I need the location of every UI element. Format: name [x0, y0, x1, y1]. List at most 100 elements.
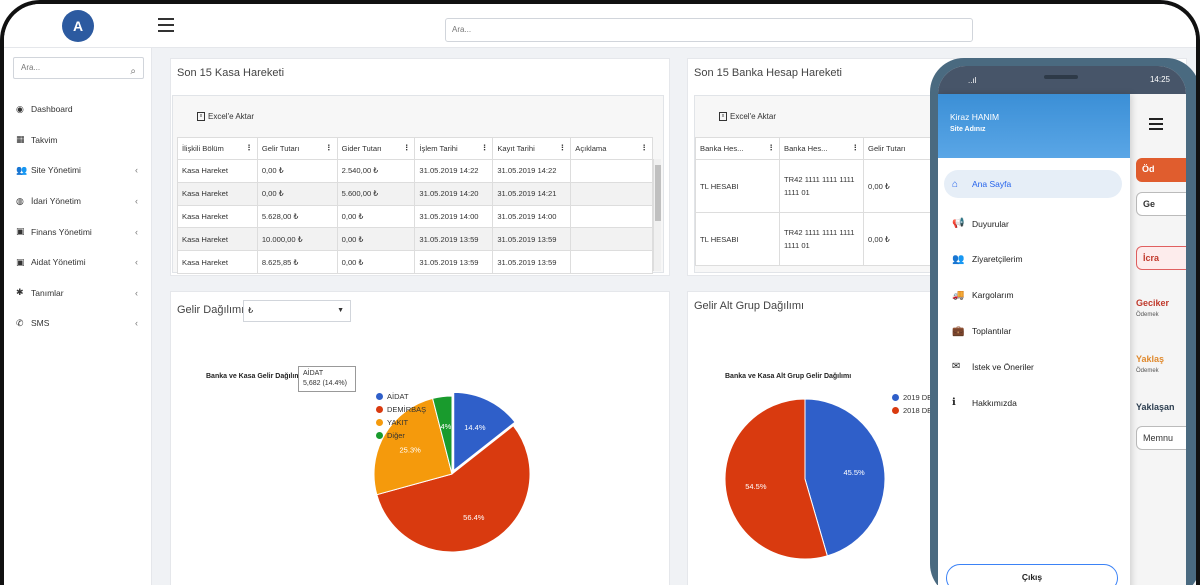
phone-icra-label: İcra: [1143, 253, 1160, 263]
excel-icon: x: [197, 112, 205, 121]
sidebar-item-6[interactable]: ✱ Tanımlar ‹: [16, 278, 144, 309]
currency-select[interactable]: ₺ ▼: [243, 300, 351, 322]
drawer-item-6[interactable]: ℹ Hakkımızda: [944, 385, 1122, 421]
sidebar-item-5[interactable]: ▣ Aidat Yönetimi ‹: [16, 247, 144, 278]
pie-slice-demi-rbaş[interactable]: [376, 425, 531, 553]
calendar-icon: ▦: [16, 134, 25, 145]
column-header[interactable]: Gelir Tutarı⋮: [863, 137, 946, 160]
table-row[interactable]: Kasa Hareket 0,00 ₺ 5.600,00 ₺ 31.05.2019 1…: [177, 181, 653, 206]
pie-slice-ai-dat[interactable]: [453, 391, 516, 472]
column-menu-icon[interactable]: ⋮: [851, 143, 860, 152]
phone-hamburger-icon[interactable]: [1149, 118, 1163, 133]
column-menu-icon[interactable]: ⋮: [640, 143, 648, 152]
phone-gecikme-text: Geciker: [1136, 298, 1170, 308]
kasa-excel-button[interactable]: x Excel'e Aktar: [197, 112, 254, 121]
legend-item[interactable]: AİDAT: [376, 390, 426, 403]
legend-item[interactable]: 2019 DE: [892, 391, 963, 404]
column-header[interactable]: Gelir Tutarı ⋮: [256, 137, 338, 160]
column-menu-icon[interactable]: ⋮: [558, 143, 567, 152]
kasa-scroll-thumb[interactable]: [655, 165, 661, 221]
column-header-label: İşlem Tarihi: [419, 144, 458, 153]
sidebar-search-input[interactable]: Ara... ⌕: [13, 57, 144, 79]
drawer-item-2[interactable]: 👥 Ziyaretçilerim: [944, 242, 1122, 278]
table-cell: 31.05.2019 14:21: [492, 181, 572, 206]
table-cell: 0,00 ₺: [336, 250, 416, 274]
drawer-item-label: Kargolarım: [972, 290, 1014, 301]
drawer-item-0[interactable]: ⌂ Ana Sayfa: [944, 170, 1122, 198]
column-header[interactable]: Gider Tutarı ⋮: [336, 137, 416, 160]
search-icon[interactable]: ⌕: [130, 66, 136, 77]
table-row[interactable]: Kasa Hareket 10.000,00 ₺ 0,00 ₺ 31.05.2019 …: [177, 227, 653, 252]
legend-swatch: [376, 406, 383, 413]
column-header[interactable]: Banka Hes... ⋮: [694, 137, 781, 160]
sidebar-item-0[interactable]: ◉ Dashboard: [16, 94, 144, 125]
table-cell: 5.600,00 ₺: [336, 181, 416, 206]
column-header[interactable]: Banka Hes... ⋮: [779, 137, 865, 160]
table-cell: [570, 227, 653, 252]
column-header[interactable]: Açıklama ⋮: [570, 137, 653, 160]
phone-background-content: Öd Ge İcra Geciker Ödemek Yaklaş Ödemek …: [1130, 94, 1186, 585]
pie-slice-label: 54.5%: [745, 482, 767, 491]
pie-slice-2018-de-demi-rb[interactable]: [724, 398, 828, 560]
column-menu-icon[interactable]: ⋮: [480, 143, 489, 152]
column-menu-icon[interactable]: ⋮: [767, 143, 776, 152]
table-cell: TL HESABI: [694, 212, 781, 266]
table-cell: [570, 181, 653, 206]
currency-select-value: ₺: [248, 306, 254, 315]
table-cell: 31.05.2019 14:20: [414, 181, 494, 206]
column-header[interactable]: İlişkili Bölüm ⋮: [177, 137, 258, 160]
legend-item[interactable]: DEMİRBAŞ: [376, 403, 426, 416]
sidebar-item-1[interactable]: ▦ Takvim: [16, 125, 144, 156]
drawer-item-1[interactable]: 📢 Duyurular: [944, 206, 1122, 242]
phone-icra-button[interactable]: İcra: [1136, 246, 1186, 270]
drawer-item-3[interactable]: 🚚 Kargolarım: [944, 277, 1122, 313]
kasa-panel: Son 15 Kasa Hareketi x Excel'e Aktar İli…: [170, 58, 670, 276]
drawer-item-4[interactable]: 💼 Toplantılar: [944, 313, 1122, 349]
table-cell: 0,00 ₺: [256, 159, 338, 183]
drawer-item-label: İstek ve Öneriler: [972, 361, 1034, 372]
dashboard-icon: ◉: [16, 103, 24, 114]
chevron-left-icon: ‹: [135, 318, 138, 329]
column-header[interactable]: Kayıt Tarihi ⋮: [492, 137, 572, 160]
pie-slice-label: 45.5%: [843, 468, 865, 477]
column-menu-icon[interactable]: ⋮: [325, 143, 333, 152]
sidebar-item-4[interactable]: ▣ Finans Yönetimi ‹: [16, 216, 144, 247]
home-icon: ⌂: [952, 178, 959, 190]
chevron-left-icon: ‹: [135, 165, 138, 176]
legend-item[interactable]: YAKIT: [376, 416, 426, 429]
banka-excel-label: Excel'e Aktar: [730, 112, 776, 121]
legend-item[interactable]: Diğer: [376, 429, 426, 442]
table-cell: 31.05.2019 13:59: [414, 227, 494, 252]
logo[interactable]: A: [62, 10, 94, 42]
sidebar-item-3[interactable]: ◍ İdari Yönetim ‹: [16, 186, 144, 217]
users-icon: 👥: [16, 164, 28, 175]
column-menu-icon[interactable]: ⋮: [245, 143, 253, 152]
drawer-header: Kiraz HANIM Site Adınız: [938, 94, 1130, 158]
phone-pay-button[interactable]: Öd: [1136, 158, 1186, 182]
pie-slice-diğer[interactable]: [432, 395, 453, 475]
pie-slice-2019-de[interactable]: [804, 398, 886, 557]
table-cell: Kasa Hareket: [177, 181, 258, 206]
table-row[interactable]: Kasa Hareket 0,00 ₺ 2.540,00 ₺ 31.05.2019 1…: [177, 159, 653, 183]
search-input[interactable]: Ara...: [445, 18, 973, 42]
table-row[interactable]: Kasa Hareket 5.628,00 ₺ 0,00 ₺ 31.05.2019 1…: [177, 204, 653, 229]
pie-slice-yakit[interactable]: [373, 397, 453, 496]
drawer-item-label: Ziyaretçilerim: [972, 254, 1023, 265]
hamburger-menu-icon[interactable]: [158, 18, 174, 32]
drawer-item-5[interactable]: ✉ İstek ve Öneriler: [944, 349, 1122, 385]
chart-title: Banka ve Kasa Alt Grup Gelir Dağılımı: [725, 373, 851, 380]
table-row[interactable]: Kasa Hareket 8.625,85 ₺ 0,00 ₺ 31.05.2019 1…: [177, 250, 653, 274]
gelir-legend: AİDAT DEMİRBAŞ YAKIT Diğer: [376, 390, 426, 442]
banka-excel-button[interactable]: x Excel'e Aktar: [719, 112, 776, 121]
column-header[interactable]: İşlem Tarihi ⋮: [414, 137, 494, 160]
column-menu-icon[interactable]: ⋮: [402, 143, 411, 152]
phone-memnu-button[interactable]: Memnu: [1136, 426, 1186, 450]
sidebar-item-2[interactable]: 👥 Site Yönetimi ‹: [16, 155, 144, 186]
logout-button[interactable]: Çıkış: [946, 564, 1118, 585]
kasa-scrollbar[interactable]: [653, 159, 661, 271]
sidebar-item-7[interactable]: ✆ SMS ‹: [16, 308, 144, 339]
gear-icon: ✱: [16, 287, 24, 298]
column-header-label: Gelir Tutarı: [261, 144, 300, 153]
phone-history-button[interactable]: Ge: [1136, 192, 1186, 216]
